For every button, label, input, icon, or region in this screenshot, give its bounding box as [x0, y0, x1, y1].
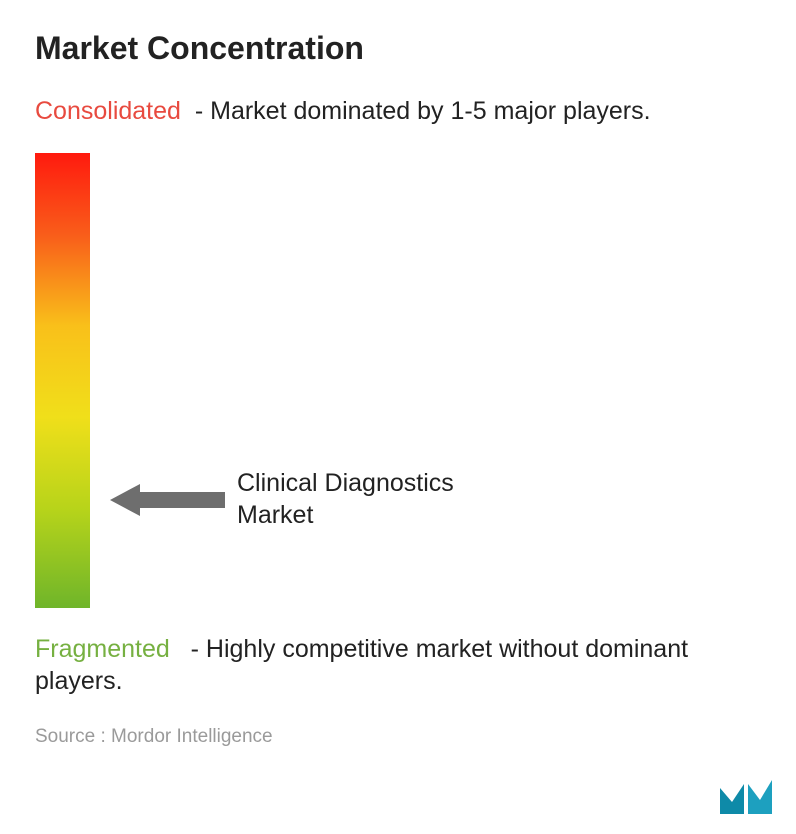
- logo-icon: [718, 778, 774, 816]
- source-text: Source : Mordor Intelligence: [35, 726, 761, 748]
- consolidated-label: Consolidated: [35, 97, 181, 125]
- fragmented-label: Fragmented: [35, 635, 170, 663]
- marker-label: Clinical Diagnostics Market: [237, 468, 517, 531]
- page-title: Market Concentration: [35, 30, 761, 67]
- fragmented-description: Fragmented - Highly competitive market w…: [35, 633, 761, 698]
- market-marker: Clinical Diagnostics Market: [110, 468, 517, 531]
- concentration-chart: Clinical Diagnostics Market: [35, 153, 761, 608]
- gradient-bar: [35, 153, 90, 608]
- arrow-icon: [110, 480, 225, 520]
- consolidated-text: - Market dominated by 1-5 major players.: [195, 97, 651, 125]
- consolidated-description: Consolidated - Market dominated by 1-5 m…: [35, 95, 761, 128]
